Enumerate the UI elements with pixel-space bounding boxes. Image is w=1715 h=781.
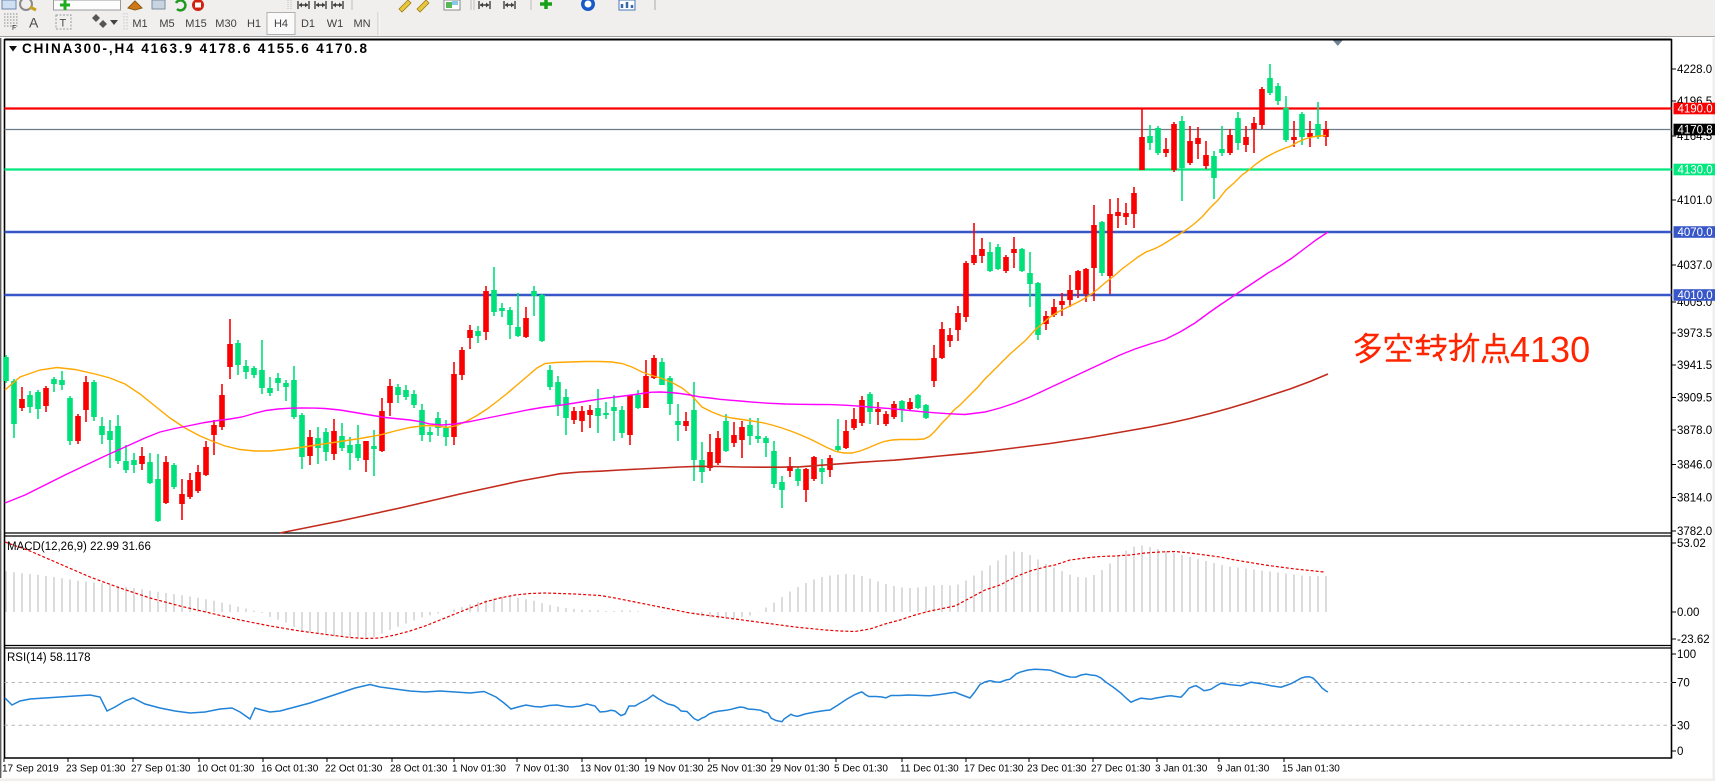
svg-text:70: 70	[1677, 678, 1690, 690]
svg-text:100: 100	[1677, 649, 1696, 661]
svg-text:A: A	[29, 15, 39, 31]
svg-text:3 Jan 01:30: 3 Jan 01:30	[1155, 764, 1208, 775]
svg-text:4010.0: 4010.0	[1678, 290, 1713, 302]
svg-text:29 Nov 01:30: 29 Nov 01:30	[770, 764, 830, 775]
svg-text:W1: W1	[327, 18, 344, 30]
svg-text:15 Jan 01:30: 15 Jan 01:30	[1282, 764, 1340, 775]
svg-text:3814.0: 3814.0	[1677, 493, 1712, 505]
svg-text:M1: M1	[132, 18, 147, 30]
svg-text:9 Jan 01:30: 9 Jan 01:30	[1217, 764, 1270, 775]
svg-text:RSI(14) 58.1178: RSI(14) 58.1178	[7, 652, 91, 664]
svg-text:11 Dec 01:30: 11 Dec 01:30	[900, 764, 959, 775]
svg-text:3846.0: 3846.0	[1677, 460, 1712, 472]
svg-text:T: T	[60, 18, 67, 30]
svg-text:4037.0: 4037.0	[1677, 260, 1712, 272]
svg-text:53.02: 53.02	[1677, 538, 1706, 550]
svg-text:4130: 4130	[1510, 329, 1590, 370]
svg-text:0: 0	[1677, 746, 1683, 758]
svg-text:H1: H1	[247, 18, 261, 30]
svg-text:7 Nov 01:30: 7 Nov 01:30	[515, 764, 569, 775]
svg-text:4070.0: 4070.0	[1678, 227, 1713, 239]
svg-text:4130.0: 4130.0	[1678, 165, 1713, 177]
svg-text:27 Dec 01:30: 27 Dec 01:30	[1091, 764, 1151, 775]
svg-text:23 Sep 01:30: 23 Sep 01:30	[66, 764, 126, 775]
svg-text:25 Nov 01:30: 25 Nov 01:30	[707, 764, 767, 775]
svg-text:28 Oct 01:30: 28 Oct 01:30	[390, 764, 448, 775]
svg-text:MN: MN	[353, 18, 370, 30]
svg-text:30: 30	[1677, 720, 1690, 732]
svg-text:5 Dec 01:30: 5 Dec 01:30	[834, 764, 888, 775]
svg-text:1 Nov 01:30: 1 Nov 01:30	[452, 764, 506, 775]
svg-text:0.00: 0.00	[1677, 607, 1699, 619]
svg-text:3973.5: 3973.5	[1677, 328, 1712, 340]
svg-text:17 Sep 2019: 17 Sep 2019	[2, 764, 59, 775]
svg-text:17 Dec 01:30: 17 Dec 01:30	[964, 764, 1024, 775]
svg-text:3878.0: 3878.0	[1677, 425, 1712, 437]
svg-text:4170.8: 4170.8	[1678, 125, 1713, 137]
svg-text:23 Dec 01:30: 23 Dec 01:30	[1027, 764, 1087, 775]
svg-text:22 Oct 01:30: 22 Oct 01:30	[325, 764, 383, 775]
svg-text:4101.0: 4101.0	[1677, 195, 1712, 207]
svg-text:3909.5: 3909.5	[1677, 393, 1712, 405]
svg-text:3782.0: 3782.0	[1677, 526, 1712, 538]
svg-text:10 Oct 01:30: 10 Oct 01:30	[197, 764, 255, 775]
svg-text:M30: M30	[215, 18, 236, 30]
svg-text:F: F	[12, 25, 16, 32]
svg-text:13 Nov 01:30: 13 Nov 01:30	[580, 764, 640, 775]
svg-text:-23.62: -23.62	[1677, 634, 1710, 646]
svg-text:D1: D1	[301, 18, 315, 30]
svg-text:4190.0: 4190.0	[1678, 104, 1713, 116]
svg-text:4228.0: 4228.0	[1677, 64, 1712, 76]
svg-text:H4: H4	[274, 18, 288, 30]
svg-text:16 Oct 01:30: 16 Oct 01:30	[261, 764, 319, 775]
svg-text:19 Nov 01:30: 19 Nov 01:30	[644, 764, 704, 775]
svg-text:MACD(12,26,9) 22.99 31.66: MACD(12,26,9) 22.99 31.66	[7, 541, 151, 553]
svg-text:CHINA300-,H4 4163.9 4178.6 41: CHINA300-,H4 4163.9 4178.6 4155.6 4170.8	[22, 41, 369, 56]
svg-text:M5: M5	[159, 18, 174, 30]
svg-text:3941.5: 3941.5	[1677, 360, 1712, 372]
svg-text:27 Sep 01:30: 27 Sep 01:30	[131, 764, 191, 775]
svg-text:M15: M15	[185, 18, 206, 30]
